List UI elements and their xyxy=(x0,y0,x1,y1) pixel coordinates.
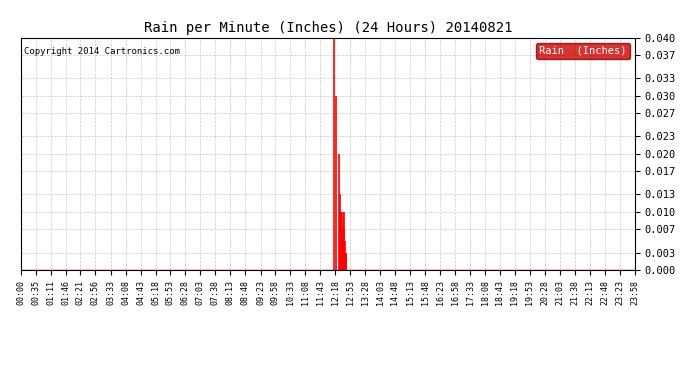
Legend: Rain  (Inches): Rain (Inches) xyxy=(536,43,629,59)
Title: Rain per Minute (Inches) (24 Hours) 20140821: Rain per Minute (Inches) (24 Hours) 2014… xyxy=(144,21,512,35)
Text: Copyright 2014 Cartronics.com: Copyright 2014 Cartronics.com xyxy=(23,47,179,56)
